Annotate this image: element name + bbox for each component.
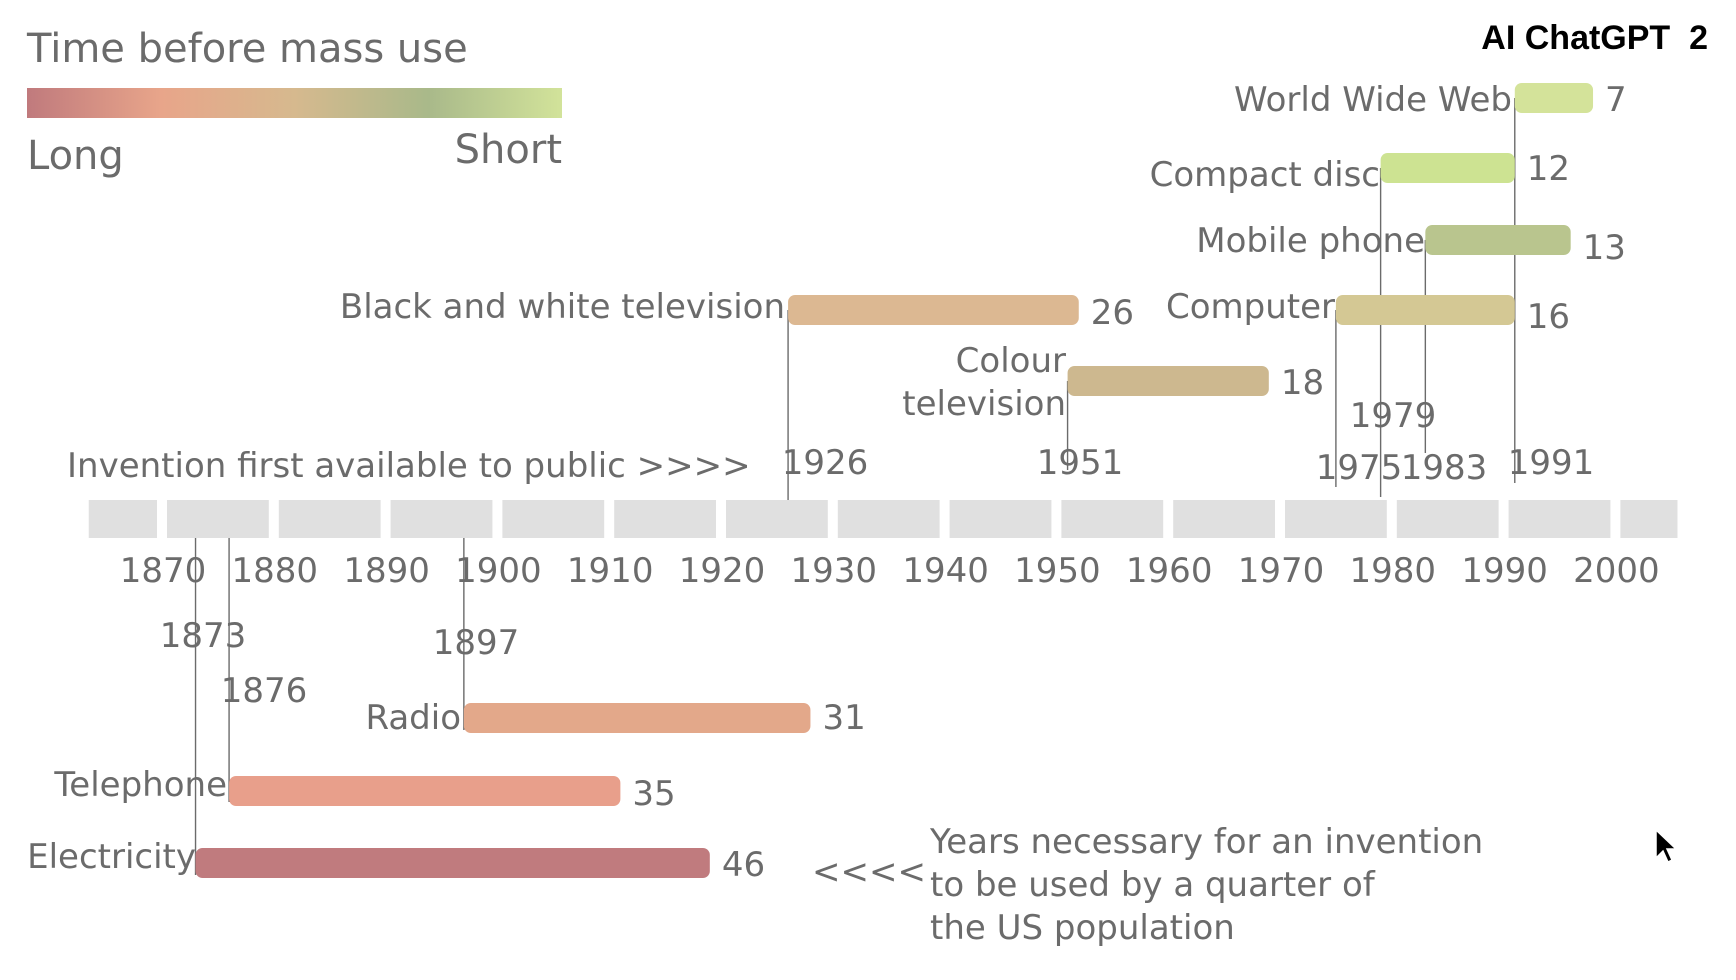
start-year-compact-disc: 1979 [1350,396,1437,436]
bar-value-telephone: 35 [632,774,675,814]
bar-name-computer: Computer [1166,287,1335,327]
bar-black-and-white-television [788,295,1079,325]
bar-name-radio: Radio [365,698,461,738]
x-tick-label: 1870 [120,551,207,591]
bar-name-black-and-white-television: Black and white television [340,287,785,327]
axis-segment [1620,500,1678,538]
invention-annotation: Invention first available to public >>>> [67,446,751,486]
axis-segment [278,500,381,538]
bar-value-black-and-white-television: 26 [1091,293,1134,333]
bar-value-electricity: 46 [722,845,765,885]
axis-segment [502,500,605,538]
axis-segment [167,500,269,538]
start-year-radio: 1897 [433,623,520,663]
bar-mobile-phone [1425,225,1571,255]
x-tick-label: 1940 [902,551,989,591]
years-note-line-1: Years necessary for an invention [929,822,1483,862]
axis-segment [1061,500,1164,538]
x-tick-label: 1980 [1350,551,1437,591]
bar-value-world-wide-web: 7 [1605,80,1627,120]
corner-label: AI ChatGPT 2 [1481,19,1708,57]
x-tick-label: 1990 [1461,551,1548,591]
start-year-mobile-phone: 1983 [1401,448,1488,488]
axis-segment [390,500,493,538]
start-year-telephone: 1876 [221,671,308,711]
bar-computer [1335,295,1515,325]
axis-segment [837,500,940,538]
x-tick-label: 1890 [343,551,430,591]
legend-long-label: Long [27,133,124,179]
start-year-computer: 1975 [1316,448,1403,488]
bar-value-computer: 16 [1527,297,1570,337]
x-tick-label: 1910 [567,551,654,591]
x-tick-label: 1970 [1238,551,1325,591]
bar-name-colour-television: Colour [956,341,1066,381]
x-tick-label: 1920 [679,551,766,591]
mouse-cursor-icon [1655,828,1678,864]
bar-compact-disc [1380,153,1515,183]
x-tick-label: 1950 [1014,551,1101,591]
bar-world-wide-web [1514,83,1594,113]
bar-name-mobile-phone: Mobile phone [1196,221,1425,261]
start-year-world-wide-web: 1991 [1508,443,1595,483]
legend-short-label: Short [455,127,562,173]
bar-colour-television [1067,366,1269,396]
bar-electricity [195,848,710,878]
x-tick-label: 1900 [455,551,542,591]
bar-layer: World Wide Web 7 1991 Compact disc 12 1979 Mob… [27,80,1627,885]
years-note-arrow: <<<< [812,852,926,892]
bar-name-colour-television-line2: television [902,384,1066,424]
bar-name-telephone: Telephone [53,765,227,805]
bar-name-compact-disc: Compact disc [1150,155,1380,195]
x-tick-label: 1960 [1126,551,1213,591]
bar-value-colour-television: 18 [1281,363,1324,403]
axis-segment [1285,500,1387,538]
axis-segment [1396,500,1499,538]
axis-segment [88,500,157,538]
x-tick-label: 2000 [1573,551,1660,591]
years-note-line-3: the US population [930,908,1235,948]
start-year-colour-television: 1951 [1037,443,1124,483]
legend-gradient-bar [27,88,562,118]
start-year-black-and-white-television: 1926 [782,443,869,483]
axis-segment [1508,500,1611,538]
axis-segment [614,500,716,538]
timeline-axis: 1870 1880 1890 1900 1910 1920 1930 1940 1950 1960… [88,500,1678,591]
x-tick-label: 1880 [232,551,319,591]
years-note-line-2: to be used by a quarter of [930,865,1376,905]
bar-name-electricity: Electricity [27,837,196,877]
bar-telephone [229,776,621,806]
start-year-electricity: 1873 [160,616,247,656]
bar-value-mobile-phone: 13 [1583,228,1626,268]
bar-name-world-wide-web: World Wide Web [1234,80,1512,120]
axis-segment [949,500,1052,538]
axis-segment [1173,500,1275,538]
bar-value-radio: 31 [822,698,865,738]
bar-radio [463,703,811,733]
axis-segment [726,500,828,538]
legend-title: Time before mass use [26,26,468,72]
bar-value-compact-disc: 12 [1527,149,1570,189]
x-tick-label: 1930 [791,551,878,591]
